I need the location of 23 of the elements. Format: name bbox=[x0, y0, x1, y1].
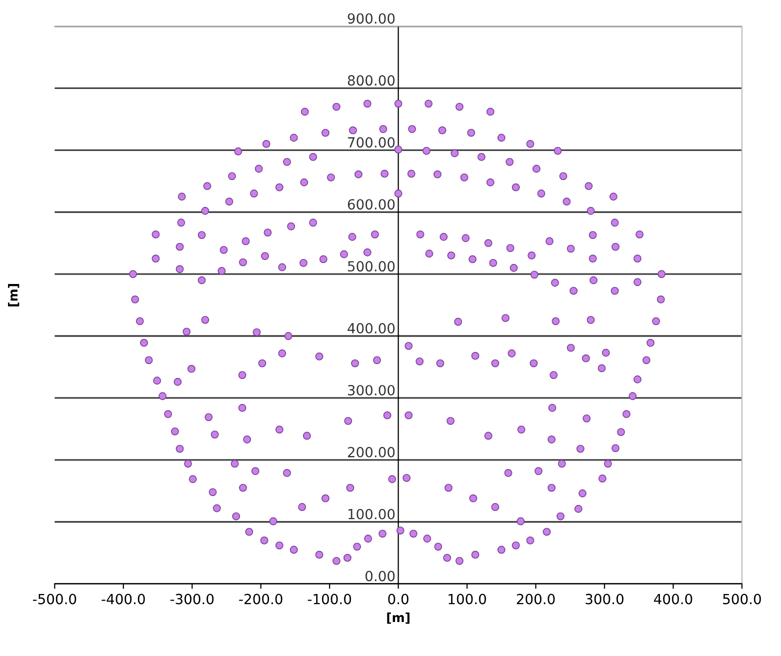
x-tick-label: -300.0 bbox=[170, 594, 214, 604]
x-tick-label: 400.0 bbox=[654, 594, 692, 604]
y-tick-label: 500.00 bbox=[348, 261, 395, 272]
y-tick-label: 600.00 bbox=[348, 199, 395, 210]
x-tick-label: 300.0 bbox=[586, 594, 624, 604]
x-tick-label: 100.0 bbox=[448, 594, 486, 604]
x-tick-label: -400.0 bbox=[102, 594, 145, 604]
y-axis-title: [m] bbox=[8, 284, 20, 306]
x-tick-label: 500.0 bbox=[723, 594, 761, 604]
y-tick-label: 300.00 bbox=[348, 384, 395, 396]
y-tick-label: 200.00 bbox=[348, 446, 395, 458]
x-axis-title: [m] bbox=[387, 612, 410, 624]
y-tick-label: 800.00 bbox=[348, 75, 395, 86]
y-tick-label: 700.00 bbox=[348, 137, 395, 148]
y-tick-label: 900.00 bbox=[348, 13, 395, 24]
y-tick-label: 100.00 bbox=[348, 508, 395, 520]
y-tick-label: 400.00 bbox=[348, 322, 395, 334]
x-tick-label: -100.0 bbox=[308, 594, 352, 604]
y-tick-label: 0.00 bbox=[366, 570, 395, 582]
x-tick-label: 0.0 bbox=[388, 594, 408, 604]
x-tick-label: -500.0 bbox=[32, 594, 76, 604]
x-tick-label: 200.0 bbox=[516, 594, 555, 604]
x-tick-label: -200.0 bbox=[239, 594, 282, 604]
